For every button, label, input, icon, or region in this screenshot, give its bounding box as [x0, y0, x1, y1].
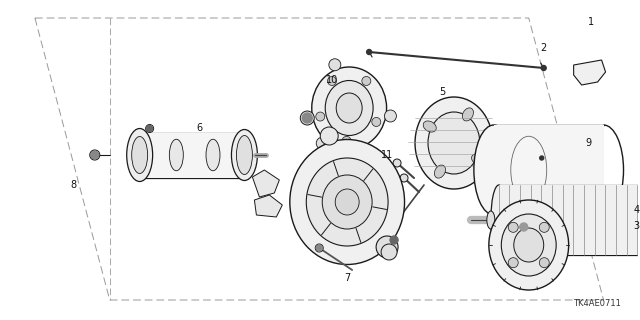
Text: 11: 11 — [381, 150, 393, 160]
Ellipse shape — [415, 97, 493, 189]
Bar — [140, 132, 244, 178]
Ellipse shape — [519, 222, 529, 232]
Ellipse shape — [423, 121, 436, 132]
Polygon shape — [525, 143, 557, 173]
Ellipse shape — [472, 154, 484, 165]
Text: 2: 2 — [541, 43, 547, 53]
Ellipse shape — [372, 117, 381, 126]
Bar — [494, 125, 604, 215]
Polygon shape — [254, 195, 282, 217]
Text: 4: 4 — [634, 205, 639, 215]
Ellipse shape — [232, 130, 257, 180]
Bar — [499, 185, 640, 255]
Ellipse shape — [540, 222, 549, 232]
Circle shape — [390, 236, 398, 244]
Ellipse shape — [462, 108, 474, 121]
Text: TK4AE0711: TK4AE0711 — [573, 299, 621, 308]
Circle shape — [147, 125, 152, 132]
Ellipse shape — [514, 228, 544, 262]
Ellipse shape — [489, 200, 569, 290]
Polygon shape — [573, 60, 605, 85]
Ellipse shape — [362, 76, 371, 85]
Ellipse shape — [316, 244, 323, 252]
Ellipse shape — [170, 139, 183, 171]
Ellipse shape — [501, 214, 556, 276]
Ellipse shape — [393, 159, 401, 167]
Text: 5: 5 — [439, 87, 445, 97]
Text: 8: 8 — [71, 180, 77, 190]
Polygon shape — [252, 170, 279, 197]
Text: 6: 6 — [196, 123, 203, 133]
Ellipse shape — [508, 222, 518, 232]
Text: 1: 1 — [588, 17, 594, 27]
Ellipse shape — [322, 175, 372, 229]
Ellipse shape — [342, 136, 351, 145]
Ellipse shape — [312, 67, 387, 149]
Circle shape — [316, 245, 322, 251]
Text: 9: 9 — [586, 138, 591, 148]
Ellipse shape — [129, 132, 150, 178]
Ellipse shape — [487, 211, 495, 229]
Text: 7: 7 — [344, 273, 350, 283]
Ellipse shape — [435, 165, 445, 178]
Ellipse shape — [236, 135, 252, 174]
Ellipse shape — [428, 112, 480, 174]
Ellipse shape — [290, 140, 404, 265]
Ellipse shape — [508, 258, 518, 268]
Circle shape — [302, 113, 312, 123]
Ellipse shape — [90, 150, 100, 160]
Ellipse shape — [320, 127, 338, 145]
Ellipse shape — [307, 158, 388, 246]
Ellipse shape — [376, 236, 398, 258]
Ellipse shape — [316, 112, 324, 121]
Ellipse shape — [329, 59, 341, 71]
Ellipse shape — [325, 81, 373, 135]
Ellipse shape — [127, 129, 152, 181]
Ellipse shape — [316, 137, 328, 149]
Circle shape — [91, 151, 99, 159]
Circle shape — [520, 223, 528, 231]
Ellipse shape — [540, 258, 549, 268]
Circle shape — [367, 50, 372, 54]
Ellipse shape — [132, 137, 148, 173]
Ellipse shape — [234, 132, 255, 178]
Ellipse shape — [474, 125, 514, 215]
Ellipse shape — [491, 185, 507, 255]
Ellipse shape — [336, 93, 362, 123]
Ellipse shape — [328, 76, 337, 85]
Ellipse shape — [206, 139, 220, 171]
Ellipse shape — [300, 111, 314, 125]
Circle shape — [541, 66, 546, 70]
Ellipse shape — [385, 110, 396, 122]
Ellipse shape — [146, 124, 154, 132]
Ellipse shape — [400, 174, 408, 182]
Circle shape — [540, 156, 544, 160]
Ellipse shape — [381, 244, 397, 260]
Text: 10: 10 — [326, 75, 339, 85]
Ellipse shape — [335, 189, 359, 215]
Text: 3: 3 — [634, 221, 639, 231]
